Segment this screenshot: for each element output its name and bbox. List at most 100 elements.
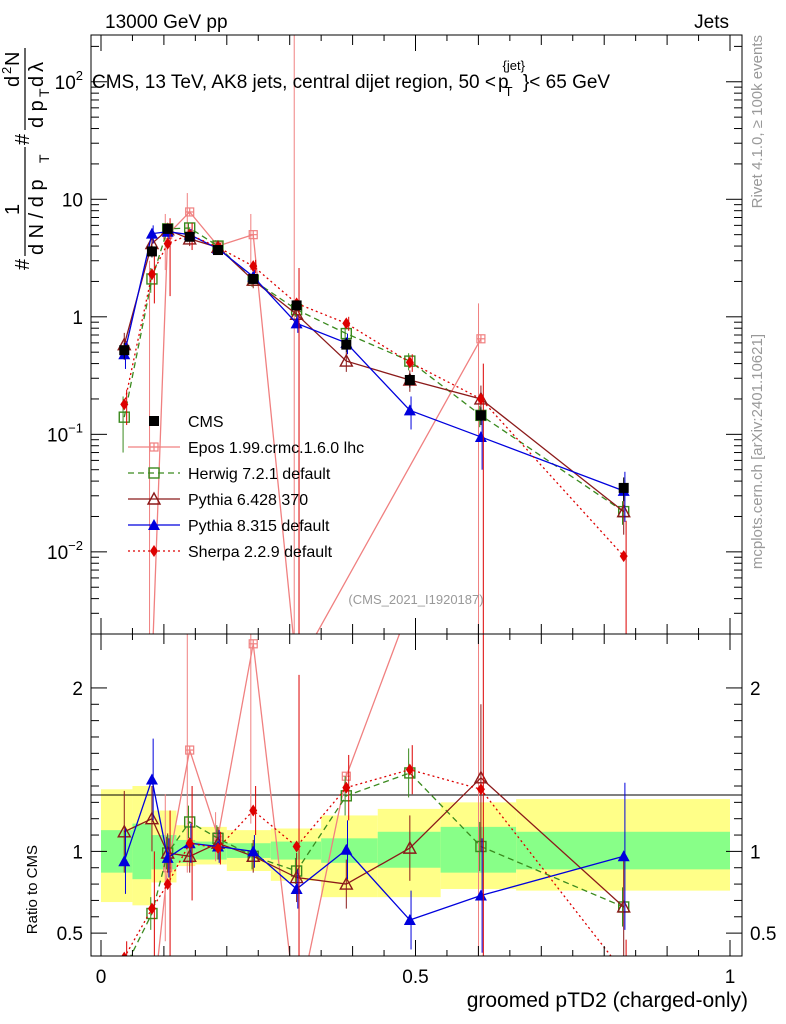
legend-entry: CMS bbox=[149, 414, 224, 431]
legend-marker bbox=[148, 519, 160, 530]
series-2-main-point bbox=[616, 504, 631, 518]
series-1-ratio-point bbox=[183, 816, 196, 828]
legend-label: Pythia 8.315 default bbox=[188, 518, 330, 535]
legend-marker bbox=[149, 416, 159, 426]
main-marks bbox=[117, 35, 631, 634]
cms-main-point bbox=[119, 345, 130, 356]
cms-main-point bbox=[212, 245, 223, 256]
cms-main-point bbox=[162, 223, 173, 234]
series-3-ratio-point bbox=[290, 882, 303, 894]
analysis-tag: (CMS_2021_I1920187) bbox=[348, 592, 483, 607]
series-2-ratio-point bbox=[402, 840, 418, 854]
cms-main-point bbox=[248, 273, 259, 284]
series-0-ratio-point-box bbox=[477, 275, 485, 283]
cms-main-point bbox=[146, 246, 157, 257]
ratio-panel: 0 0.5 1 0.5 0.5 1 1 2 2 bbox=[57, 275, 776, 1019]
series-4-ratio-line bbox=[124, 768, 612, 956]
ratio-y-tick-label-right: 1 bbox=[750, 842, 761, 863]
ratio-y-tick-label-left: 1 bbox=[72, 842, 83, 863]
series-4-main-point bbox=[147, 268, 156, 281]
series-3-ratio-point bbox=[403, 914, 416, 926]
series-4-ratio-point bbox=[147, 902, 156, 915]
ratio-frame bbox=[90, 633, 743, 957]
series-2-ratio-point bbox=[144, 811, 160, 825]
series-4-main-point bbox=[120, 398, 129, 411]
legend-marker bbox=[149, 442, 159, 452]
ylabel-d: d bbox=[2, 76, 24, 87]
series-0-main-point bbox=[185, 207, 195, 217]
series-4-ratio-point bbox=[249, 804, 258, 817]
series-4-main-point bbox=[619, 550, 628, 563]
chart-title-tail: }< 65 GeV bbox=[523, 72, 610, 93]
series-0-main-point bbox=[476, 334, 486, 344]
series-3-ratio-point bbox=[161, 851, 174, 863]
chart-title: CMS, 13 TeV, AK8 jets, central dijet reg… bbox=[92, 58, 610, 99]
series-4-ratio-point bbox=[185, 837, 194, 850]
series-2-ratio-point bbox=[182, 848, 197, 862]
series-4-main-point bbox=[163, 237, 172, 250]
series-0-ratio-point bbox=[477, 275, 485, 283]
cms-main-point bbox=[404, 374, 415, 385]
series-3-main-point bbox=[290, 317, 303, 329]
chart-title-main: CMS, 13 TeV, AK8 jets, central dijet reg… bbox=[92, 72, 496, 93]
series-4-ratio-point bbox=[213, 842, 222, 855]
series-2-ratio-point bbox=[473, 770, 489, 784]
legend-marker bbox=[148, 467, 160, 479]
ylabel-two: 2 bbox=[0, 67, 14, 74]
cms-main-point bbox=[618, 482, 629, 493]
legend-entry: Pythia 8.315 default bbox=[128, 518, 330, 535]
ratio-y-tick-label-right: 0.5 bbox=[750, 924, 776, 945]
rivet-label: Rivet 4.1.0, ≥ 100k events bbox=[749, 35, 766, 208]
series-1-main-point bbox=[118, 411, 130, 423]
y-axis-label-main: # 1 d N / d p T # d p T d 2 N d λ bbox=[0, 48, 52, 270]
ratio-y-tick-label-right: 2 bbox=[750, 679, 761, 700]
ylabel-d2: d bbox=[26, 76, 48, 87]
main-y-tick-base: 10 bbox=[62, 190, 83, 211]
series-3-ratio-point bbox=[118, 855, 131, 867]
series-3-ratio-point bbox=[617, 850, 630, 862]
header-right: Jets bbox=[694, 12, 729, 33]
x-tick-label: 1 bbox=[725, 967, 736, 988]
legend-label: Sherpa 2.2.9 default bbox=[188, 544, 333, 561]
series-4-ratio-point bbox=[342, 781, 351, 794]
series-4-ratio-point bbox=[405, 763, 414, 776]
series-3-main-point bbox=[474, 430, 487, 442]
x-axis-label: groomed pTD2 (charged-only) bbox=[467, 989, 748, 1012]
series-3-ratio-point bbox=[145, 773, 158, 785]
main-y-tick-base: 10 bbox=[55, 73, 76, 94]
series-4-main-point bbox=[342, 317, 351, 330]
cms-main-point bbox=[184, 231, 195, 242]
series-4-ratio-point bbox=[620, 966, 628, 978]
legend-entry: Epos 1.99.crmc.1.6.0 lhc bbox=[128, 440, 364, 457]
ylabel-t1: T bbox=[36, 154, 52, 163]
ratio-bands bbox=[101, 786, 730, 906]
series-3-main-point bbox=[145, 227, 158, 239]
main-y-tick-exp: −1 bbox=[68, 420, 83, 435]
ylabel-dp: d p bbox=[26, 100, 48, 128]
series-0-ratio-point-box bbox=[148, 1011, 156, 1019]
main-y-tick-label: 10−1 bbox=[47, 420, 83, 446]
series-4-ratio-point bbox=[292, 840, 301, 853]
legend-label: Pythia 6.428 370 bbox=[188, 492, 308, 509]
series-4-main-point bbox=[249, 260, 258, 273]
x-tick-label: 0 bbox=[96, 967, 107, 988]
main-y-tick-exp: 2 bbox=[76, 68, 83, 83]
series-2-ratio-point bbox=[117, 824, 132, 838]
ylabel-n: N bbox=[2, 52, 24, 66]
band-stat bbox=[516, 831, 730, 870]
ylabel-t2: T bbox=[36, 88, 52, 97]
series-1-main-line bbox=[123, 227, 625, 513]
header-left: 13000 GeV pp bbox=[105, 12, 228, 33]
series-0-ratio-point bbox=[185, 745, 195, 755]
legend: CMS Epos 1.99.crmc.1.6.0 lhc Herwig 7.2.1 … bbox=[128, 414, 364, 561]
main-y-tick-base: 1 bbox=[72, 308, 83, 329]
series-4-main-point bbox=[476, 392, 485, 405]
legend-label: Herwig 7.2.1 default bbox=[188, 466, 331, 483]
ylabel-hash2: # bbox=[12, 133, 34, 145]
series-3-ratio-point bbox=[474, 889, 487, 901]
ylabel-dn: d N / d p bbox=[26, 179, 48, 255]
main-y-tick-exp: −2 bbox=[68, 538, 83, 553]
ratio-ticks: 0 0.5 1 0.5 0.5 1 1 2 2 bbox=[57, 634, 776, 988]
